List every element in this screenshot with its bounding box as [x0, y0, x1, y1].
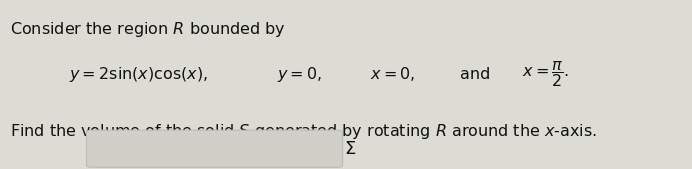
Text: $y = 2\sin(x)\cos(x),$: $y = 2\sin(x)\cos(x),$	[69, 65, 208, 84]
Text: $x = \dfrac{\pi}{2}.$: $x = \dfrac{\pi}{2}.$	[522, 59, 570, 89]
Text: and: and	[460, 67, 491, 82]
Text: Consider the region $R$ bounded by: Consider the region $R$ bounded by	[10, 20, 286, 39]
Text: Find the volume of the solid $S$ generated by rotating $R$ around the $x$-axis.: Find the volume of the solid $S$ generat…	[10, 122, 597, 141]
FancyBboxPatch shape	[86, 130, 343, 167]
Text: $y = 0,$: $y = 0,$	[277, 65, 322, 84]
Text: $\Sigma$: $\Sigma$	[344, 140, 356, 158]
Text: $x = 0,$: $x = 0,$	[370, 65, 415, 83]
